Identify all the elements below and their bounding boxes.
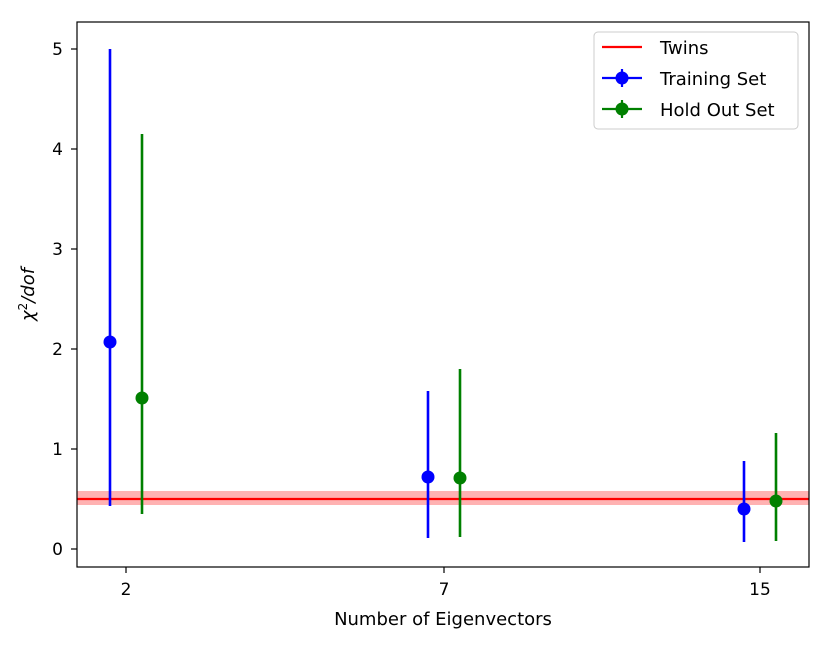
legend: Twins Training Set Hold Out Set (593, 31, 799, 130)
x-tick-label-7: 7 (439, 580, 450, 600)
y-tick-label-4: 4 (52, 140, 63, 160)
legend-hold-out-set-marker (615, 102, 629, 116)
hold-out-set-point-15 (769, 494, 783, 508)
y-tick-label-2: 2 (52, 340, 63, 360)
legend-entry-hold-out-set: Hold Out Set (602, 100, 775, 121)
y-axis-label: χ2/dof (16, 265, 39, 322)
training-set-point-7 (421, 470, 435, 484)
x-axis-label: Number of Eigenvectors (334, 609, 552, 630)
training-set-point-15 (737, 502, 751, 516)
y-tick-label-5: 5 (52, 40, 63, 60)
y-axis-label-symbol: χ (18, 309, 39, 322)
legend-entry-twins: Twins (602, 38, 709, 59)
y-tick-label-1: 1 (52, 440, 63, 460)
training-set-point-2 (103, 335, 117, 349)
legend-hold-out-set-label: Hold Out Set (660, 100, 775, 121)
plot-frame (76, 21, 810, 568)
x-tick-label-15: 15 (749, 580, 771, 600)
y-axis-label-exponent: 2 (16, 303, 30, 311)
legend-training-set-label: Training Set (659, 69, 766, 90)
y-axis-label-denominator: /dof (18, 265, 39, 305)
y-tick-label-0: 0 (52, 540, 63, 560)
legend-entry-training-set: Training Set (602, 69, 766, 90)
hold-out-set-point-7 (453, 471, 467, 485)
hold-out-set-point-2 (135, 391, 149, 405)
series-hold-out-set (135, 134, 783, 541)
y-tick-label-3: 3 (52, 240, 63, 260)
legend-twins-label: Twins (659, 38, 709, 59)
legend-training-set-marker (615, 71, 629, 85)
series-training-set (103, 49, 751, 542)
legend-box (593, 31, 799, 130)
x-tick-label-2: 2 (121, 580, 132, 600)
